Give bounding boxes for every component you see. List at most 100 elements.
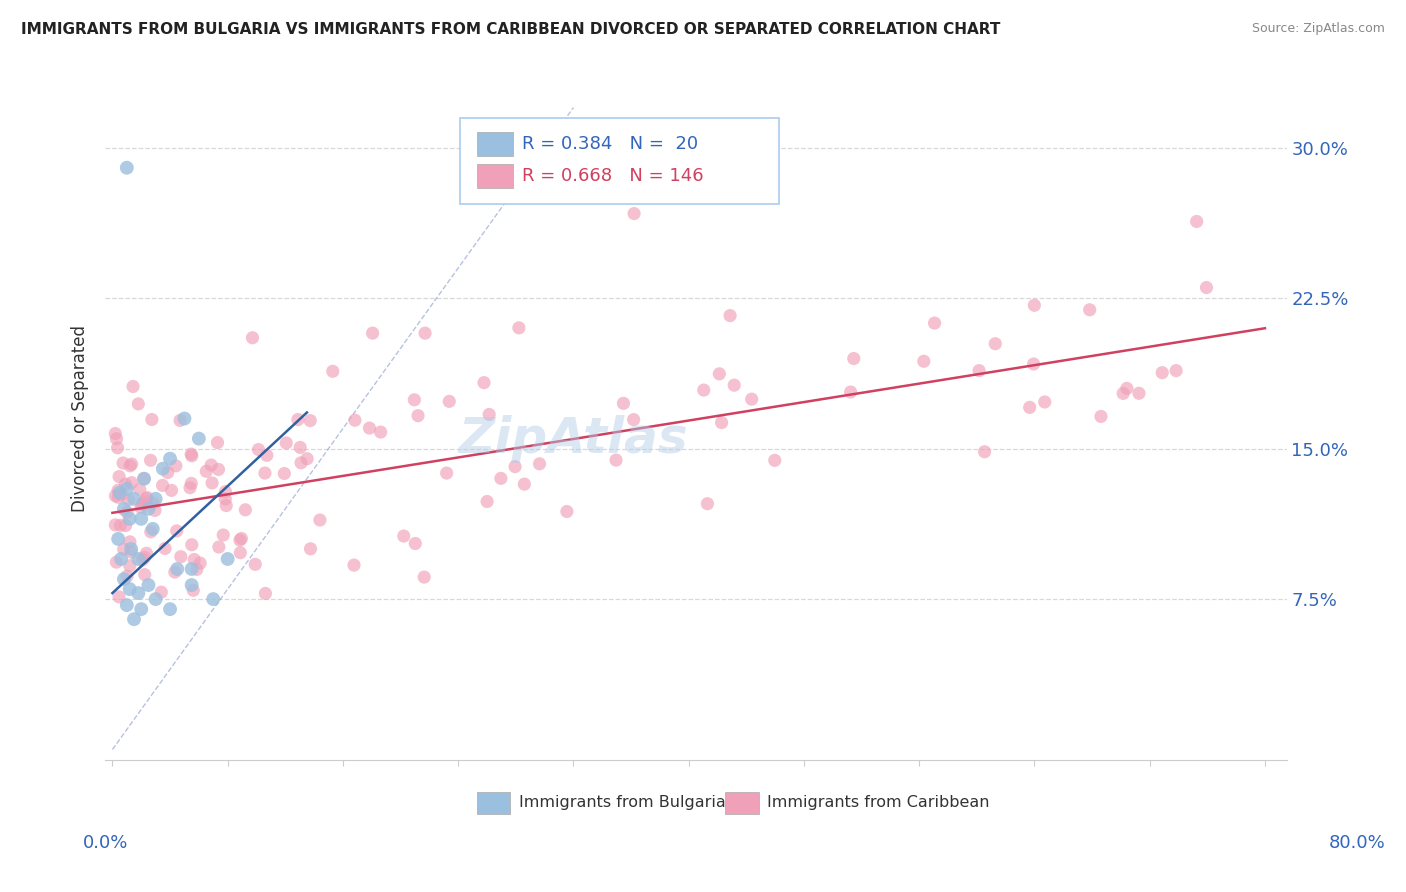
Point [207, 462, 229, 476]
Point [183, 552, 205, 566]
Point [555, 504, 578, 518]
Point [135, 546, 157, 560]
Point [138, 501, 160, 516]
Point [842, 351, 865, 366]
Point [107, 532, 129, 546]
Point [299, 413, 322, 427]
Point [623, 412, 645, 426]
Text: 80.0%: 80.0% [1329, 834, 1385, 852]
Point [115, 569, 138, 583]
Point [104, 517, 127, 532]
Point [180, 562, 202, 576]
Bar [478, 792, 510, 814]
Point [122, 491, 145, 506]
Point [208, 540, 231, 554]
Point [229, 533, 252, 548]
Point [112, 501, 135, 516]
Point [179, 481, 201, 495]
Point [152, 461, 174, 475]
Point [170, 549, 193, 564]
Point [201, 475, 224, 490]
Point [131, 497, 153, 511]
Point [231, 532, 253, 546]
Point [413, 570, 436, 584]
Point [741, 392, 763, 407]
Text: ZipAtlas: ZipAtlas [458, 415, 689, 463]
Point [188, 556, 211, 570]
Text: Source: ZipAtlas.com: Source: ZipAtlas.com [1251, 22, 1385, 36]
Point [122, 612, 145, 626]
Point [169, 413, 191, 427]
Point [436, 466, 458, 480]
Point [290, 456, 312, 470]
Point [104, 426, 127, 441]
Point [276, 436, 298, 450]
Point [138, 578, 160, 592]
Point [406, 409, 429, 423]
Point [1152, 366, 1174, 380]
Point [132, 472, 155, 486]
Point [413, 326, 436, 340]
Point [180, 447, 202, 461]
Point [187, 432, 209, 446]
Point [1164, 364, 1187, 378]
Point [1112, 386, 1135, 401]
Point [127, 397, 149, 411]
Point [152, 478, 174, 492]
Point [134, 550, 156, 565]
Point [131, 553, 153, 567]
Point [186, 562, 208, 576]
Point [623, 206, 645, 220]
Point [121, 457, 143, 471]
Point [110, 488, 132, 502]
Point [343, 413, 366, 427]
Point [253, 466, 276, 480]
Point [108, 469, 131, 483]
Point [696, 497, 718, 511]
Point [489, 471, 512, 485]
Point [361, 326, 384, 340]
Point [121, 475, 143, 490]
Point [165, 458, 187, 473]
Point [605, 453, 627, 467]
Point [202, 592, 225, 607]
Point [180, 538, 202, 552]
Point [503, 459, 526, 474]
Point [115, 598, 138, 612]
Point [299, 541, 322, 556]
Point [114, 477, 136, 491]
Point [1022, 357, 1045, 371]
Point [215, 499, 238, 513]
Point [112, 572, 135, 586]
Point [143, 503, 166, 517]
Point [924, 316, 946, 330]
Point [107, 441, 129, 455]
Point [718, 309, 741, 323]
Point [139, 453, 162, 467]
Point [117, 492, 139, 507]
Point [115, 505, 138, 519]
Point [107, 491, 129, 505]
Point [967, 364, 990, 378]
Point [235, 503, 257, 517]
Point [359, 421, 381, 435]
Point [120, 545, 142, 559]
Point [141, 412, 163, 426]
Point [973, 444, 995, 458]
Point [1128, 386, 1150, 401]
Point [160, 483, 183, 498]
Text: Immigrants from Caribbean: Immigrants from Caribbean [766, 795, 990, 810]
Point [200, 458, 222, 472]
Point [129, 500, 152, 515]
Text: IMMIGRANTS FROM BULGARIA VS IMMIGRANTS FROM CARIBBEAN DIVORCED OR SEPARATED CORR: IMMIGRANTS FROM BULGARIA VS IMMIGRANTS F… [21, 22, 1001, 37]
Point [612, 396, 634, 410]
Point [127, 586, 149, 600]
Point [763, 453, 786, 467]
Point [118, 534, 141, 549]
Point [120, 541, 142, 556]
Point [145, 592, 167, 607]
Point [145, 491, 167, 506]
Point [180, 449, 202, 463]
Point [112, 456, 135, 470]
Point [108, 590, 131, 604]
